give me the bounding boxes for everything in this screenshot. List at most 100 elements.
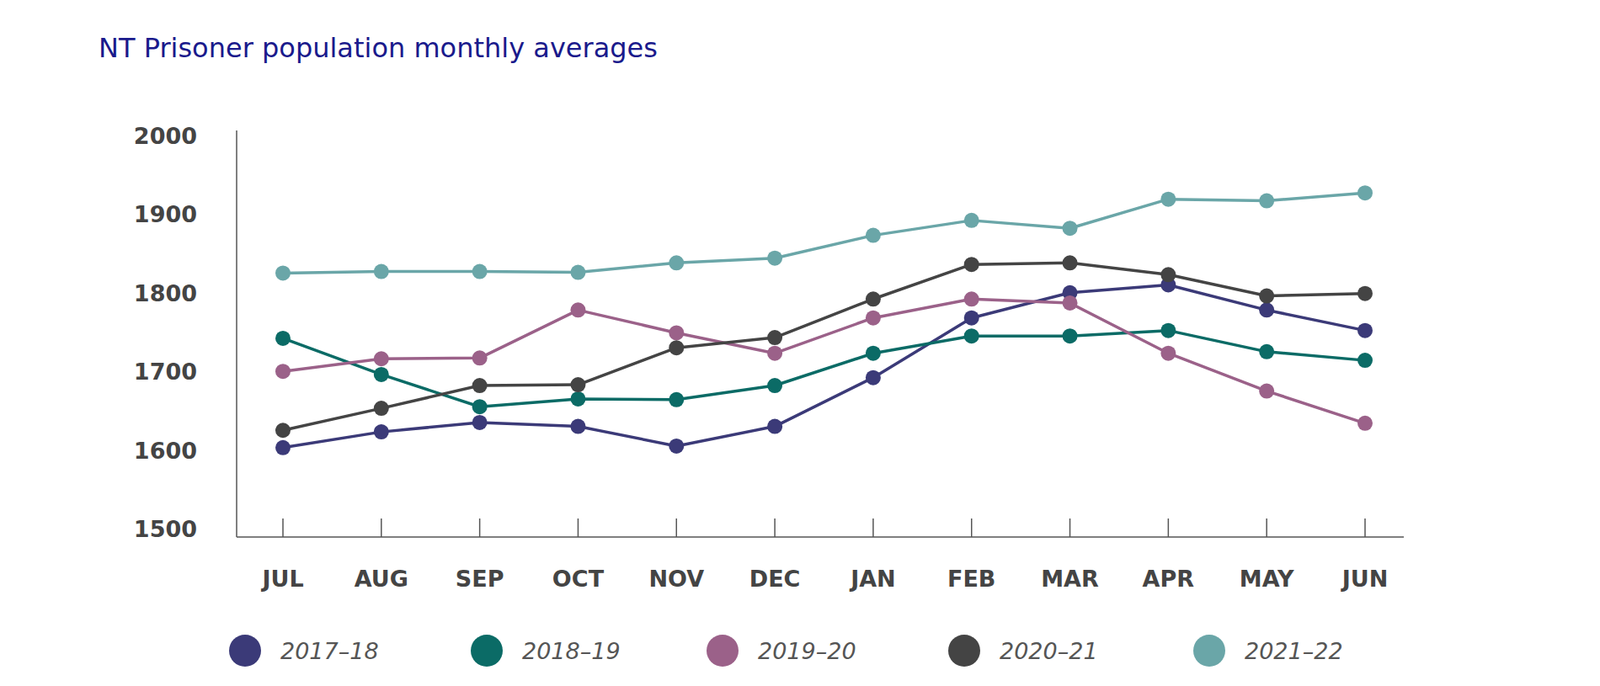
x-tick-label: FEB [947, 565, 996, 592]
x-tick [479, 518, 481, 538]
marker [668, 340, 684, 356]
x-tick-label: DEC [749, 565, 801, 592]
legend-label: 2021–22 [1244, 638, 1344, 665]
marker [472, 350, 488, 366]
x-tick [676, 518, 678, 538]
marker [373, 400, 390, 416]
x-tick [1168, 518, 1170, 538]
marker [1357, 286, 1373, 302]
legend-swatch [948, 634, 981, 667]
marker [570, 377, 586, 393]
y-tick-label: 1700 [133, 358, 198, 385]
x-tick-label: JUL [260, 565, 304, 592]
legend-swatch [229, 634, 262, 667]
legend-label: 2019–20 [757, 638, 857, 665]
marker [964, 328, 980, 344]
marker [865, 310, 881, 326]
legend-label: 2020–21 [999, 638, 1099, 665]
marker [472, 378, 488, 394]
marker [767, 330, 783, 346]
marker [275, 422, 291, 438]
y-tick-label: 1600 [133, 437, 198, 464]
x-tick [773, 518, 776, 538]
marker [964, 256, 980, 272]
marker [1357, 352, 1373, 368]
series-line [282, 284, 1366, 448]
marker [767, 419, 783, 435]
title: NT Prisoner population monthly averages [98, 32, 658, 64]
marker [1357, 185, 1373, 201]
legend-label: 2018–19 [522, 638, 621, 665]
marker [1160, 323, 1176, 339]
y-tick-label: 1500 [133, 516, 198, 543]
y-axis-line [235, 130, 238, 538]
marker [1062, 220, 1078, 236]
marker [570, 302, 586, 318]
chart-container: NT Prisoner population monthly averages 1… [0, 0, 1600, 686]
marker [668, 392, 684, 408]
marker [1062, 255, 1078, 271]
marker [767, 346, 783, 362]
marker [964, 213, 980, 229]
marker [1160, 192, 1176, 208]
marker [865, 370, 881, 386]
marker [1062, 328, 1078, 344]
legend-swatch [1193, 634, 1226, 667]
x-tick [970, 518, 973, 538]
marker [373, 264, 390, 280]
marker [1062, 295, 1078, 311]
legend-swatch [706, 634, 739, 667]
marker [1258, 193, 1275, 209]
x-axis-line [236, 536, 1404, 539]
marker [668, 325, 684, 341]
x-tick-label: NOV [648, 565, 704, 592]
x-tick-label: JAN [848, 565, 896, 592]
x-tick-label: SEP [455, 565, 505, 592]
legend: 2017–18 2018–19 2019–20 2020–21 2021–22 [229, 634, 1344, 667]
series-line [282, 262, 1366, 431]
marker [275, 363, 291, 379]
plot-area [275, 185, 1373, 456]
x-tick [1265, 518, 1268, 538]
marker [1258, 288, 1275, 304]
marker [668, 438, 684, 454]
marker [373, 367, 390, 383]
x-tick [577, 518, 580, 538]
marker [865, 228, 881, 244]
marker [275, 330, 291, 347]
x-tick-label: MAY [1239, 565, 1295, 592]
marker [373, 424, 390, 440]
x-tick [1364, 518, 1366, 538]
y-tick-label: 2000 [133, 122, 198, 150]
series-line [282, 192, 1366, 273]
legend-label: 2017–18 [280, 638, 379, 665]
marker [570, 265, 586, 281]
chart-svg: NT Prisoner population monthly averages 1… [0, 0, 1600, 686]
x-tick-label: APR [1142, 565, 1195, 592]
marker [570, 391, 586, 407]
x-tick-label: OCT [552, 565, 605, 592]
x-tick [380, 518, 383, 538]
marker [964, 310, 980, 326]
x-tick [282, 518, 284, 538]
marker [275, 440, 291, 456]
marker [865, 346, 881, 362]
y-tick-label: 1800 [133, 280, 198, 307]
marker [373, 351, 390, 367]
legend-swatch [470, 634, 503, 667]
x-tick-label: MAR [1040, 565, 1099, 592]
marker [1258, 384, 1275, 400]
marker [472, 264, 488, 280]
marker [1258, 344, 1275, 360]
marker [472, 399, 488, 415]
marker [1357, 323, 1373, 339]
marker [767, 250, 783, 267]
marker [668, 255, 684, 271]
marker [472, 415, 488, 431]
marker [1160, 346, 1176, 362]
marker [275, 265, 291, 281]
x-tick-label: JUN [1340, 565, 1389, 592]
marker [865, 291, 881, 307]
x-tick-label: AUG [354, 565, 409, 592]
marker [767, 378, 783, 394]
